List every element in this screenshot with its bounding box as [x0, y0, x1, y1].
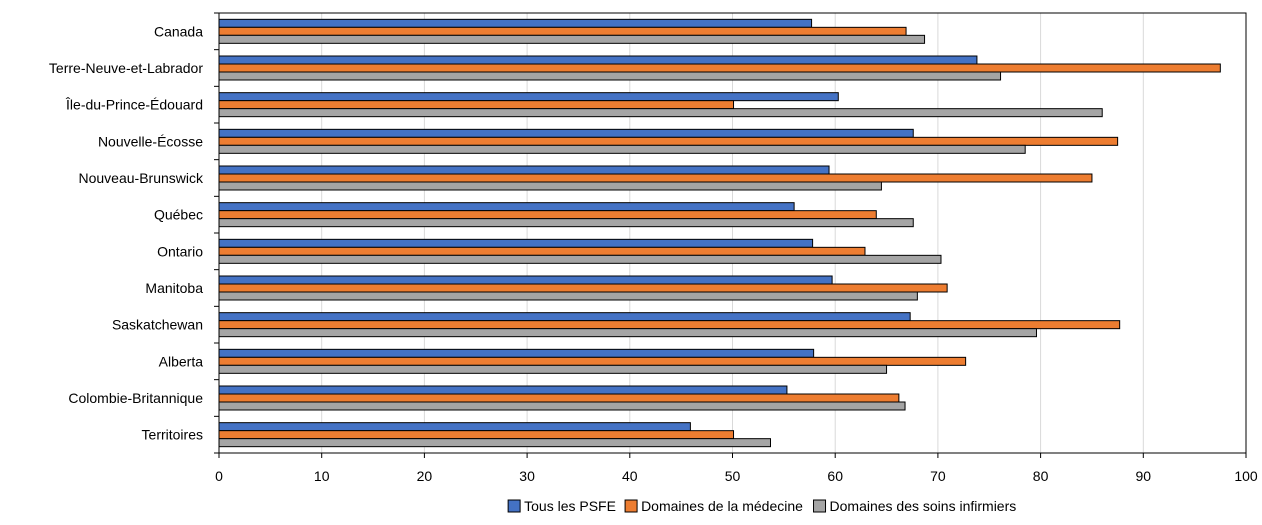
- bar-ontario-domaines-de-la-medecine: [218, 246, 866, 256]
- bar-ile-du-prince-edouard-domaines-des-soins-infirmiers: [218, 108, 1103, 118]
- bar-colombie-britannique-tous-les-psfe: [218, 385, 788, 395]
- bar-saskatchewan-tous-les-psfe: [218, 312, 911, 322]
- bar-colombie-britannique-domaines-des-soins-infirmiers: [218, 401, 906, 411]
- x-tick-label-90: 90: [1136, 468, 1152, 484]
- bar-manitoba-tous-les-psfe: [218, 275, 833, 285]
- x-tick-label-0: 0: [215, 468, 223, 484]
- bar-alberta-domaines-des-soins-infirmiers: [218, 364, 888, 374]
- bar-saskatchewan-domaines-de-la-medecine: [218, 320, 1121, 330]
- legend-label-tous-les-psfe: Tous les PSFE: [524, 498, 616, 514]
- x-tick-label-100: 100: [1234, 468, 1258, 484]
- bar-manitoba-domaines-des-soins-infirmiers: [218, 291, 918, 301]
- bar-nouvelle-ecosse-domaines-de-la-medecine: [218, 136, 1119, 146]
- bar-colombie-britannique-domaines-de-la-medecine: [218, 393, 900, 403]
- bar-terre-neuve-et-labrador-domaines-des-soins-infirmiers: [218, 71, 1002, 81]
- category-label-ile-du-prince-edouard: Île-du-Prince-Édouard: [65, 97, 203, 113]
- category-label-terre-neuve-et-labrador: Terre-Neuve-et-Labrador: [49, 60, 203, 76]
- category-label-saskatchewan: Saskatchewan: [112, 317, 203, 333]
- category-labels: Canada Terre-Neuve-et-Labrador Île-du-Prin…: [49, 23, 204, 442]
- category-label-colombie-britannique: Colombie-Britannique: [68, 390, 203, 406]
- category-label-ontario: Ontario: [157, 243, 203, 259]
- bar-ontario-tous-les-psfe: [218, 238, 814, 248]
- bar-territoires-tous-les-psfe: [218, 422, 691, 432]
- bar-alberta-domaines-de-la-medecine: [218, 356, 967, 366]
- category-label-nouveau-brunswick: Nouveau-Brunswick: [79, 170, 204, 186]
- category-label-alberta: Alberta: [159, 353, 204, 369]
- legend-item-tous-les-psfe: Tous les PSFE: [507, 498, 616, 514]
- bar-canada-tous-les-psfe: [218, 18, 813, 28]
- bar-canada-domaines-des-soins-infirmiers: [218, 34, 926, 44]
- legend-swatch-domaines-de-la-medecine: [624, 499, 638, 513]
- x-tick-label-70: 70: [930, 468, 946, 484]
- x-tick-label-60: 60: [827, 468, 843, 484]
- bar-terre-neuve-et-labrador-tous-les-psfe: [218, 55, 978, 65]
- bar-quebec-tous-les-psfe: [218, 202, 795, 212]
- bar-nouveau-brunswick-domaines-des-soins-infirmiers: [218, 181, 882, 191]
- bar-terre-neuve-et-labrador-domaines-de-la-medecine: [218, 63, 1221, 73]
- legend-label-domaines-de-la-medecine: Domaines de la médecine: [641, 498, 803, 514]
- category-label-quebec: Québec: [154, 207, 203, 223]
- x-tick-label-40: 40: [622, 468, 638, 484]
- bar-territoires-domaines-des-soins-infirmiers: [218, 438, 771, 448]
- category-label-manitoba: Manitoba: [145, 280, 203, 296]
- bar-quebec-domaines-des-soins-infirmiers: [218, 218, 914, 228]
- bar-alberta-tous-les-psfe: [218, 348, 815, 358]
- x-tick-label-10: 10: [314, 468, 330, 484]
- bar-nouveau-brunswick-domaines-de-la-medecine: [218, 173, 1093, 183]
- x-tick-label-30: 30: [519, 468, 535, 484]
- x-tick-label-80: 80: [1033, 468, 1049, 484]
- bar-nouveau-brunswick-tous-les-psfe: [218, 165, 830, 175]
- legend-swatch-domaines-des-soins-infirmiers: [813, 499, 827, 513]
- bar-nouvelle-ecosse-domaines-des-soins-infirmiers: [218, 144, 1026, 154]
- bar-ontario-domaines-des-soins-infirmiers: [218, 254, 942, 264]
- bar-manitoba-domaines-de-la-medecine: [218, 283, 948, 293]
- x-tick-label-50: 50: [725, 468, 741, 484]
- axes: [214, 12, 1247, 458]
- legend: Tous les PSFE Domaines de la médecine Doma…: [507, 498, 1017, 514]
- x-tick-label-20: 20: [417, 468, 433, 484]
- legend-item-domaines-des-soins-infirmiers: Domaines des soins infirmiers: [813, 498, 1017, 514]
- legend-label-domaines-des-soins-infirmiers: Domaines des soins infirmiers: [830, 498, 1017, 514]
- category-label-nouvelle-ecosse: Nouvelle-Écosse: [98, 133, 203, 149]
- bar-ile-du-prince-edouard-tous-les-psfe: [218, 92, 839, 102]
- bar-nouvelle-ecosse-tous-les-psfe: [218, 128, 914, 138]
- bar-territoires-domaines-de-la-medecine: [218, 430, 735, 440]
- legend-swatch-tous-les-psfe: [507, 499, 521, 513]
- category-label-canada: Canada: [154, 23, 203, 39]
- legend-item-domaines-de-la-medecine: Domaines de la médecine: [624, 498, 803, 514]
- bar-ile-du-prince-edouard-domaines-de-la-medecine: [218, 100, 735, 110]
- x-tick-labels: 0 10 20 30 40 50 60 70 80 90 100: [215, 468, 1258, 484]
- category-label-territoires: Territoires: [142, 427, 203, 443]
- bar-quebec-domaines-de-la-medecine: [218, 210, 877, 220]
- bar-canada-domaines-de-la-medecine: [218, 26, 907, 36]
- bar-saskatchewan-domaines-des-soins-infirmiers: [218, 328, 1037, 338]
- bars: [218, 18, 1221, 448]
